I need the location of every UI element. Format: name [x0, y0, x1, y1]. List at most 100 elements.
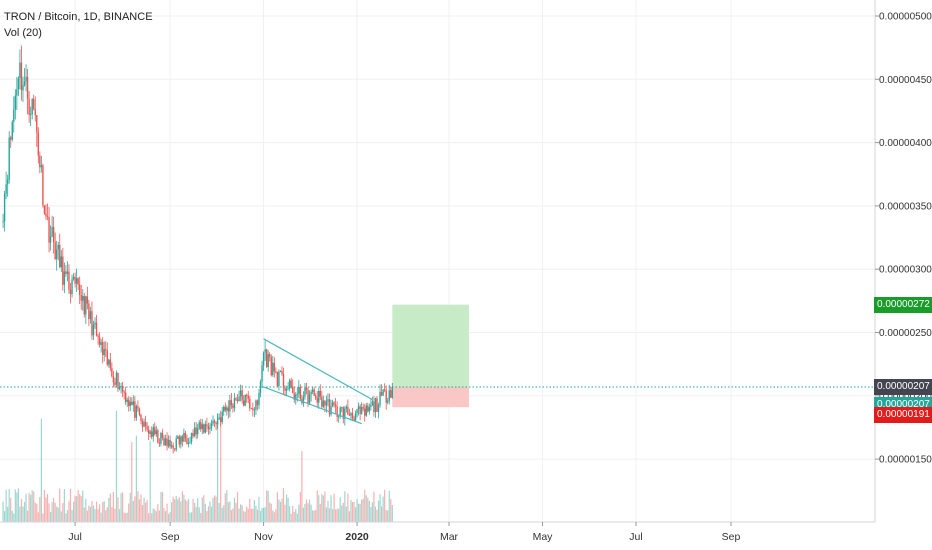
volume-bar: [324, 491, 326, 522]
candle-body: [68, 271, 70, 290]
candle-body: [75, 278, 78, 284]
candle-body: [371, 401, 374, 406]
candle-body: [264, 349, 266, 353]
volume-bar: [380, 506, 383, 522]
candle-body: [304, 387, 306, 397]
volume-bar: [23, 501, 26, 522]
wedge-upper-line[interactable]: [263, 338, 373, 401]
volume-bar: [43, 489, 46, 522]
volume-bar: [371, 502, 373, 522]
volume-bar: [299, 491, 301, 522]
candle-body: [207, 425, 210, 430]
volume-bar: [243, 511, 245, 522]
candle-body: [282, 374, 285, 388]
candle-body: [272, 362, 274, 376]
y-tick-label: 0.00000400: [879, 138, 932, 149]
volume-bar: [89, 506, 92, 522]
candle-body: [344, 408, 346, 419]
candle-body: [128, 399, 130, 406]
candle-body: [91, 311, 93, 336]
stop-zone[interactable]: [392, 386, 469, 408]
volume-bar: [63, 489, 65, 522]
candle-body: [302, 396, 305, 404]
candle-body: [16, 89, 18, 96]
candle-body: [224, 406, 226, 411]
volume-bar: [270, 503, 272, 522]
volume-bar: [233, 497, 236, 522]
volume-bar: [285, 494, 288, 522]
volume-bar: [295, 509, 297, 522]
candle-body: [59, 244, 61, 268]
volume-bar: [36, 503, 38, 522]
candle-body: [385, 390, 387, 403]
volume-bar: [33, 491, 35, 522]
candle-body: [383, 389, 386, 391]
volume-bar: [189, 512, 191, 522]
candle-body: [376, 398, 378, 412]
candle-body: [152, 427, 154, 437]
candle-body: [337, 416, 340, 418]
volume-bar: [215, 496, 217, 522]
volume-bar: [123, 512, 125, 522]
candle-body: [111, 368, 113, 377]
candle-body: [157, 430, 159, 443]
volume-bar: [83, 507, 85, 522]
volume-bar: [319, 503, 321, 522]
volume-bar: [125, 513, 127, 522]
candle-body: [334, 404, 337, 407]
volume-bar: [328, 508, 331, 522]
candle-body: [370, 405, 372, 408]
candle-body: [354, 413, 357, 421]
candle-body: [140, 414, 142, 421]
volume-bar: [206, 511, 208, 522]
candle-body: [359, 406, 361, 414]
volume-bar: [212, 497, 214, 522]
candle-body: [296, 393, 299, 395]
candle-body: [183, 432, 185, 442]
candle-body: [348, 414, 351, 416]
candle-body: [17, 78, 20, 90]
candle-body: [388, 390, 390, 401]
candle-body: [193, 427, 196, 437]
volume-bar: [7, 506, 9, 522]
candle-body: [367, 405, 369, 412]
candle-body: [40, 165, 43, 168]
candles: [2, 45, 394, 454]
candle-body: [95, 322, 98, 336]
wedge-lower-line[interactable]: [263, 386, 362, 425]
volume-bar: [330, 495, 332, 522]
candle-body: [290, 380, 292, 387]
volume-bar: [40, 418, 42, 522]
candle-body: [262, 352, 265, 366]
candle-body: [203, 424, 205, 433]
candle-body: [229, 400, 231, 412]
volume-bar: [126, 512, 128, 522]
volume-bar: [16, 492, 18, 522]
volume-bar: [281, 498, 283, 522]
candle-body: [209, 427, 211, 430]
volume-bar: [163, 508, 165, 522]
candle-body: [163, 438, 165, 446]
candle-body: [94, 322, 96, 325]
volume-bar: [200, 512, 202, 522]
candle-body: [221, 411, 223, 422]
volume-bar: [11, 510, 13, 522]
candle-body: [333, 402, 335, 405]
volume-bar: [42, 513, 44, 522]
candle-body: [196, 428, 199, 435]
candle-body: [129, 401, 131, 406]
candle-body: [187, 442, 190, 444]
candle-body: [170, 445, 173, 447]
candle-body: [331, 402, 334, 407]
volume-bar: [105, 510, 107, 522]
candle-body: [11, 121, 13, 140]
volume-bar: [390, 498, 392, 522]
volume-bar: [345, 506, 347, 522]
candle-body: [108, 359, 110, 365]
candle-body: [151, 431, 153, 437]
candle-body: [184, 432, 187, 439]
volume-bar: [195, 507, 197, 522]
candle-body: [227, 407, 230, 412]
target-zone[interactable]: [392, 304, 469, 387]
